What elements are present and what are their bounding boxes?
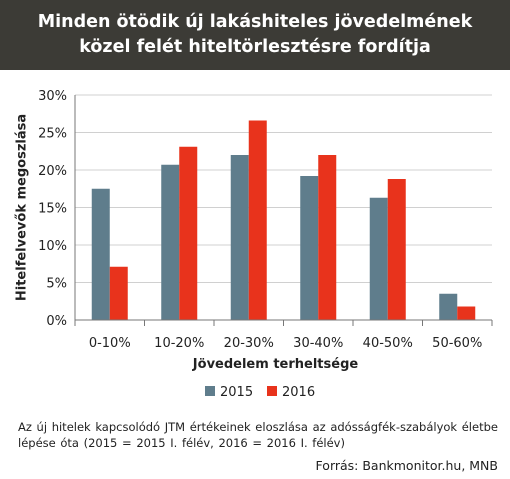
y-tick-label: 10% <box>38 239 67 254</box>
y-tick-label: 15% <box>38 202 67 217</box>
y-tick-label: 25% <box>38 127 67 142</box>
y-axis-label: Hitelfelvevők megoszlása <box>15 114 30 301</box>
source-credit: Forrás: Bankmonitor.hu, MNB <box>315 458 498 473</box>
bar-2016-20-30% <box>248 120 267 320</box>
bar-2015-10-20% <box>161 164 180 320</box>
bar-2016-0-10% <box>109 266 128 320</box>
x-tick-label: 40-50% <box>363 336 413 351</box>
bar-2016-30-40% <box>318 155 337 320</box>
bar-chart: 0% 5% 10% 15% 20% 25% 30% 0-10% 10-20% 20-30% 30-4… <box>15 89 493 400</box>
y-tick-label: 5% <box>46 277 67 292</box>
x-tick-label: 20-30% <box>224 336 274 351</box>
y-tick-label: 20% <box>38 164 67 179</box>
bar-2016-50-60% <box>457 306 476 320</box>
title-bar: Minden ötödik új lakáshiteles jövedelmén… <box>0 0 510 70</box>
bar-2015-30-40% <box>300 176 319 320</box>
x-axis-label: Jövedelem terheltsége <box>192 357 359 372</box>
legend-label: 2016 <box>282 385 315 400</box>
axes: 0% 5% 10% 15% 20% 25% 30% 0-10% 10-20% 20-30% 30-4… <box>38 89 493 351</box>
bar-2016-10-20% <box>179 146 198 320</box>
legend-swatch-2015 <box>205 386 215 396</box>
bar-2015-0-10% <box>91 188 110 320</box>
legend-swatch-2016 <box>267 386 277 396</box>
chart-note: Az új hitelek kapcsolódó JTM értékeinek … <box>18 420 498 450</box>
x-tick-label: 0-10% <box>89 336 131 351</box>
x-tick-label: 50-60% <box>432 336 482 351</box>
chart-title: Minden ötödik új lakáshiteles jövedelmén… <box>37 12 473 57</box>
bar-2015-20-30% <box>230 155 249 320</box>
y-tick-label: 0% <box>46 314 67 329</box>
legend-label: 2015 <box>220 385 253 400</box>
bar-2015-50-60% <box>439 293 458 320</box>
x-tick-label: 10-20% <box>154 336 204 351</box>
gridlines <box>75 94 492 283</box>
legend: 2015 2016 <box>205 385 315 400</box>
bar-2015-40-50% <box>369 197 388 320</box>
bars <box>91 120 476 320</box>
x-tick-label: 30-40% <box>293 336 343 351</box>
y-tick-label: 30% <box>38 89 67 104</box>
bar-2016-40-50% <box>387 179 406 320</box>
